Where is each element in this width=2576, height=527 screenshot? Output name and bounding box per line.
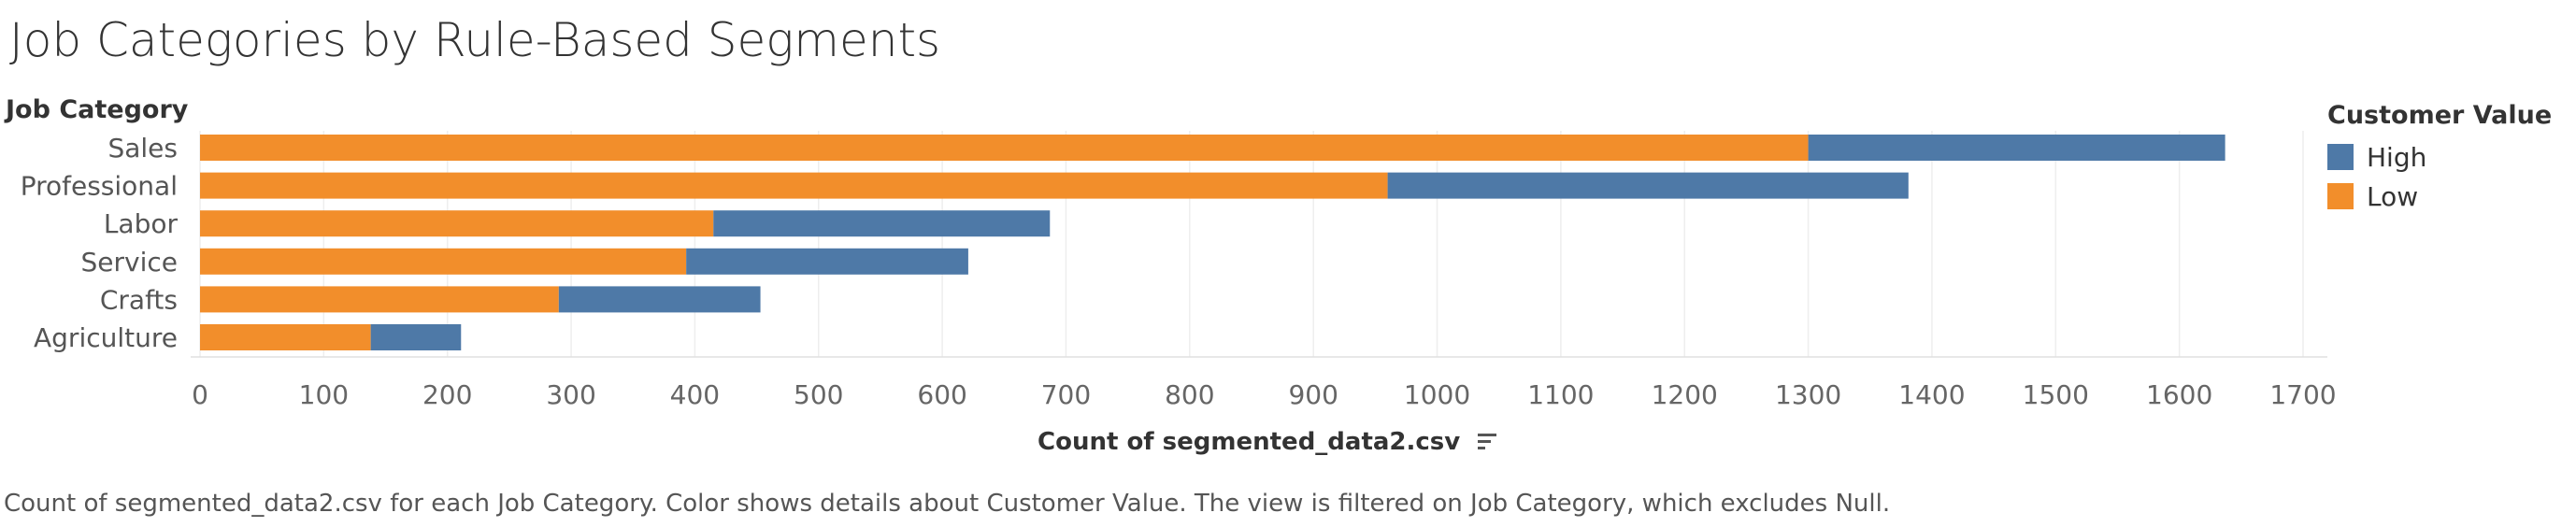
grid-lines [191, 131, 2327, 358]
bar-chart: Sales Professional Labor Service Crafts Agric… [21, 131, 2337, 410]
bar-labor-high[interactable] [713, 210, 1051, 237]
bar-crafts-low[interactable] [200, 286, 559, 313]
legend-title: Customer Value [2327, 101, 2553, 130]
x-axis-title-text: Count of segmented_data2.csv [1038, 428, 1461, 456]
x-tick-label: 300 [546, 379, 595, 410]
legend-item-low[interactable]: Low [2327, 177, 2552, 216]
category-label: Labor [104, 208, 179, 239]
x-tick-label: 700 [1041, 379, 1091, 410]
x-tick-label: 900 [1288, 379, 1338, 410]
x-axis-title[interactable]: Count of segmented_data2.csv [1038, 428, 1498, 457]
x-tick-label: 1100 [1527, 379, 1594, 410]
bar-service-low[interactable] [200, 248, 687, 275]
legend-swatch-high [2327, 144, 2354, 170]
bar-labor-low[interactable] [200, 210, 714, 237]
x-tick-label: 1000 [1404, 379, 1470, 410]
x-tick-label: 100 [299, 379, 349, 410]
bars [200, 135, 2225, 350]
bar-service-high[interactable] [686, 248, 968, 275]
bar-sales-low[interactable] [200, 135, 1809, 161]
bar-professional-high[interactable] [1387, 172, 1909, 199]
legend: Customer Value High Low [2327, 101, 2552, 216]
category-label: Agriculture [34, 322, 178, 353]
x-tick-label: 1600 [2146, 379, 2212, 410]
bar-crafts-high[interactable] [558, 286, 761, 313]
x-tick-label: 800 [1165, 379, 1214, 410]
x-tick-label: 400 [670, 379, 720, 410]
bar-agriculture-high[interactable] [370, 324, 462, 350]
legend-item-high[interactable]: High [2327, 137, 2552, 177]
bar-sales-high[interactable] [1808, 135, 2225, 161]
caption: Count of segmented_data2.csv for each Jo… [4, 490, 1891, 518]
x-tick-label: 500 [794, 379, 843, 410]
row-header: Job Category [6, 95, 189, 124]
category-label: Service [81, 247, 178, 278]
sort-icon[interactable] [1478, 429, 1498, 457]
bar-professional-low[interactable] [200, 172, 1388, 199]
legend-label-low: Low [2367, 180, 2419, 212]
x-tick-label: 1300 [1775, 379, 1841, 410]
legend-swatch-low [2327, 183, 2354, 209]
x-tick-label: 1400 [1898, 379, 1965, 410]
category-label: Professional [21, 171, 178, 202]
bar-agriculture-low[interactable] [200, 324, 371, 350]
x-tick-label: 1200 [1652, 379, 1718, 410]
category-labels: Sales Professional Labor Service Crafts Agric… [21, 133, 179, 353]
x-tick-label: 1700 [2269, 379, 2336, 410]
x-axis-ticks: 0 100 200 300 400 500 600 700 800 900 1000 1100 1200… [192, 379, 2337, 410]
legend-label-high: High [2367, 141, 2427, 173]
chart-title: Job Categories by Rule-Based Segments [9, 13, 941, 67]
x-tick-label: 1500 [2023, 379, 2089, 410]
category-label: Crafts [100, 284, 178, 315]
x-tick-label: 600 [917, 379, 966, 410]
category-label: Sales [107, 133, 178, 164]
x-tick-label: 200 [422, 379, 472, 410]
x-tick-label: 0 [192, 379, 208, 410]
